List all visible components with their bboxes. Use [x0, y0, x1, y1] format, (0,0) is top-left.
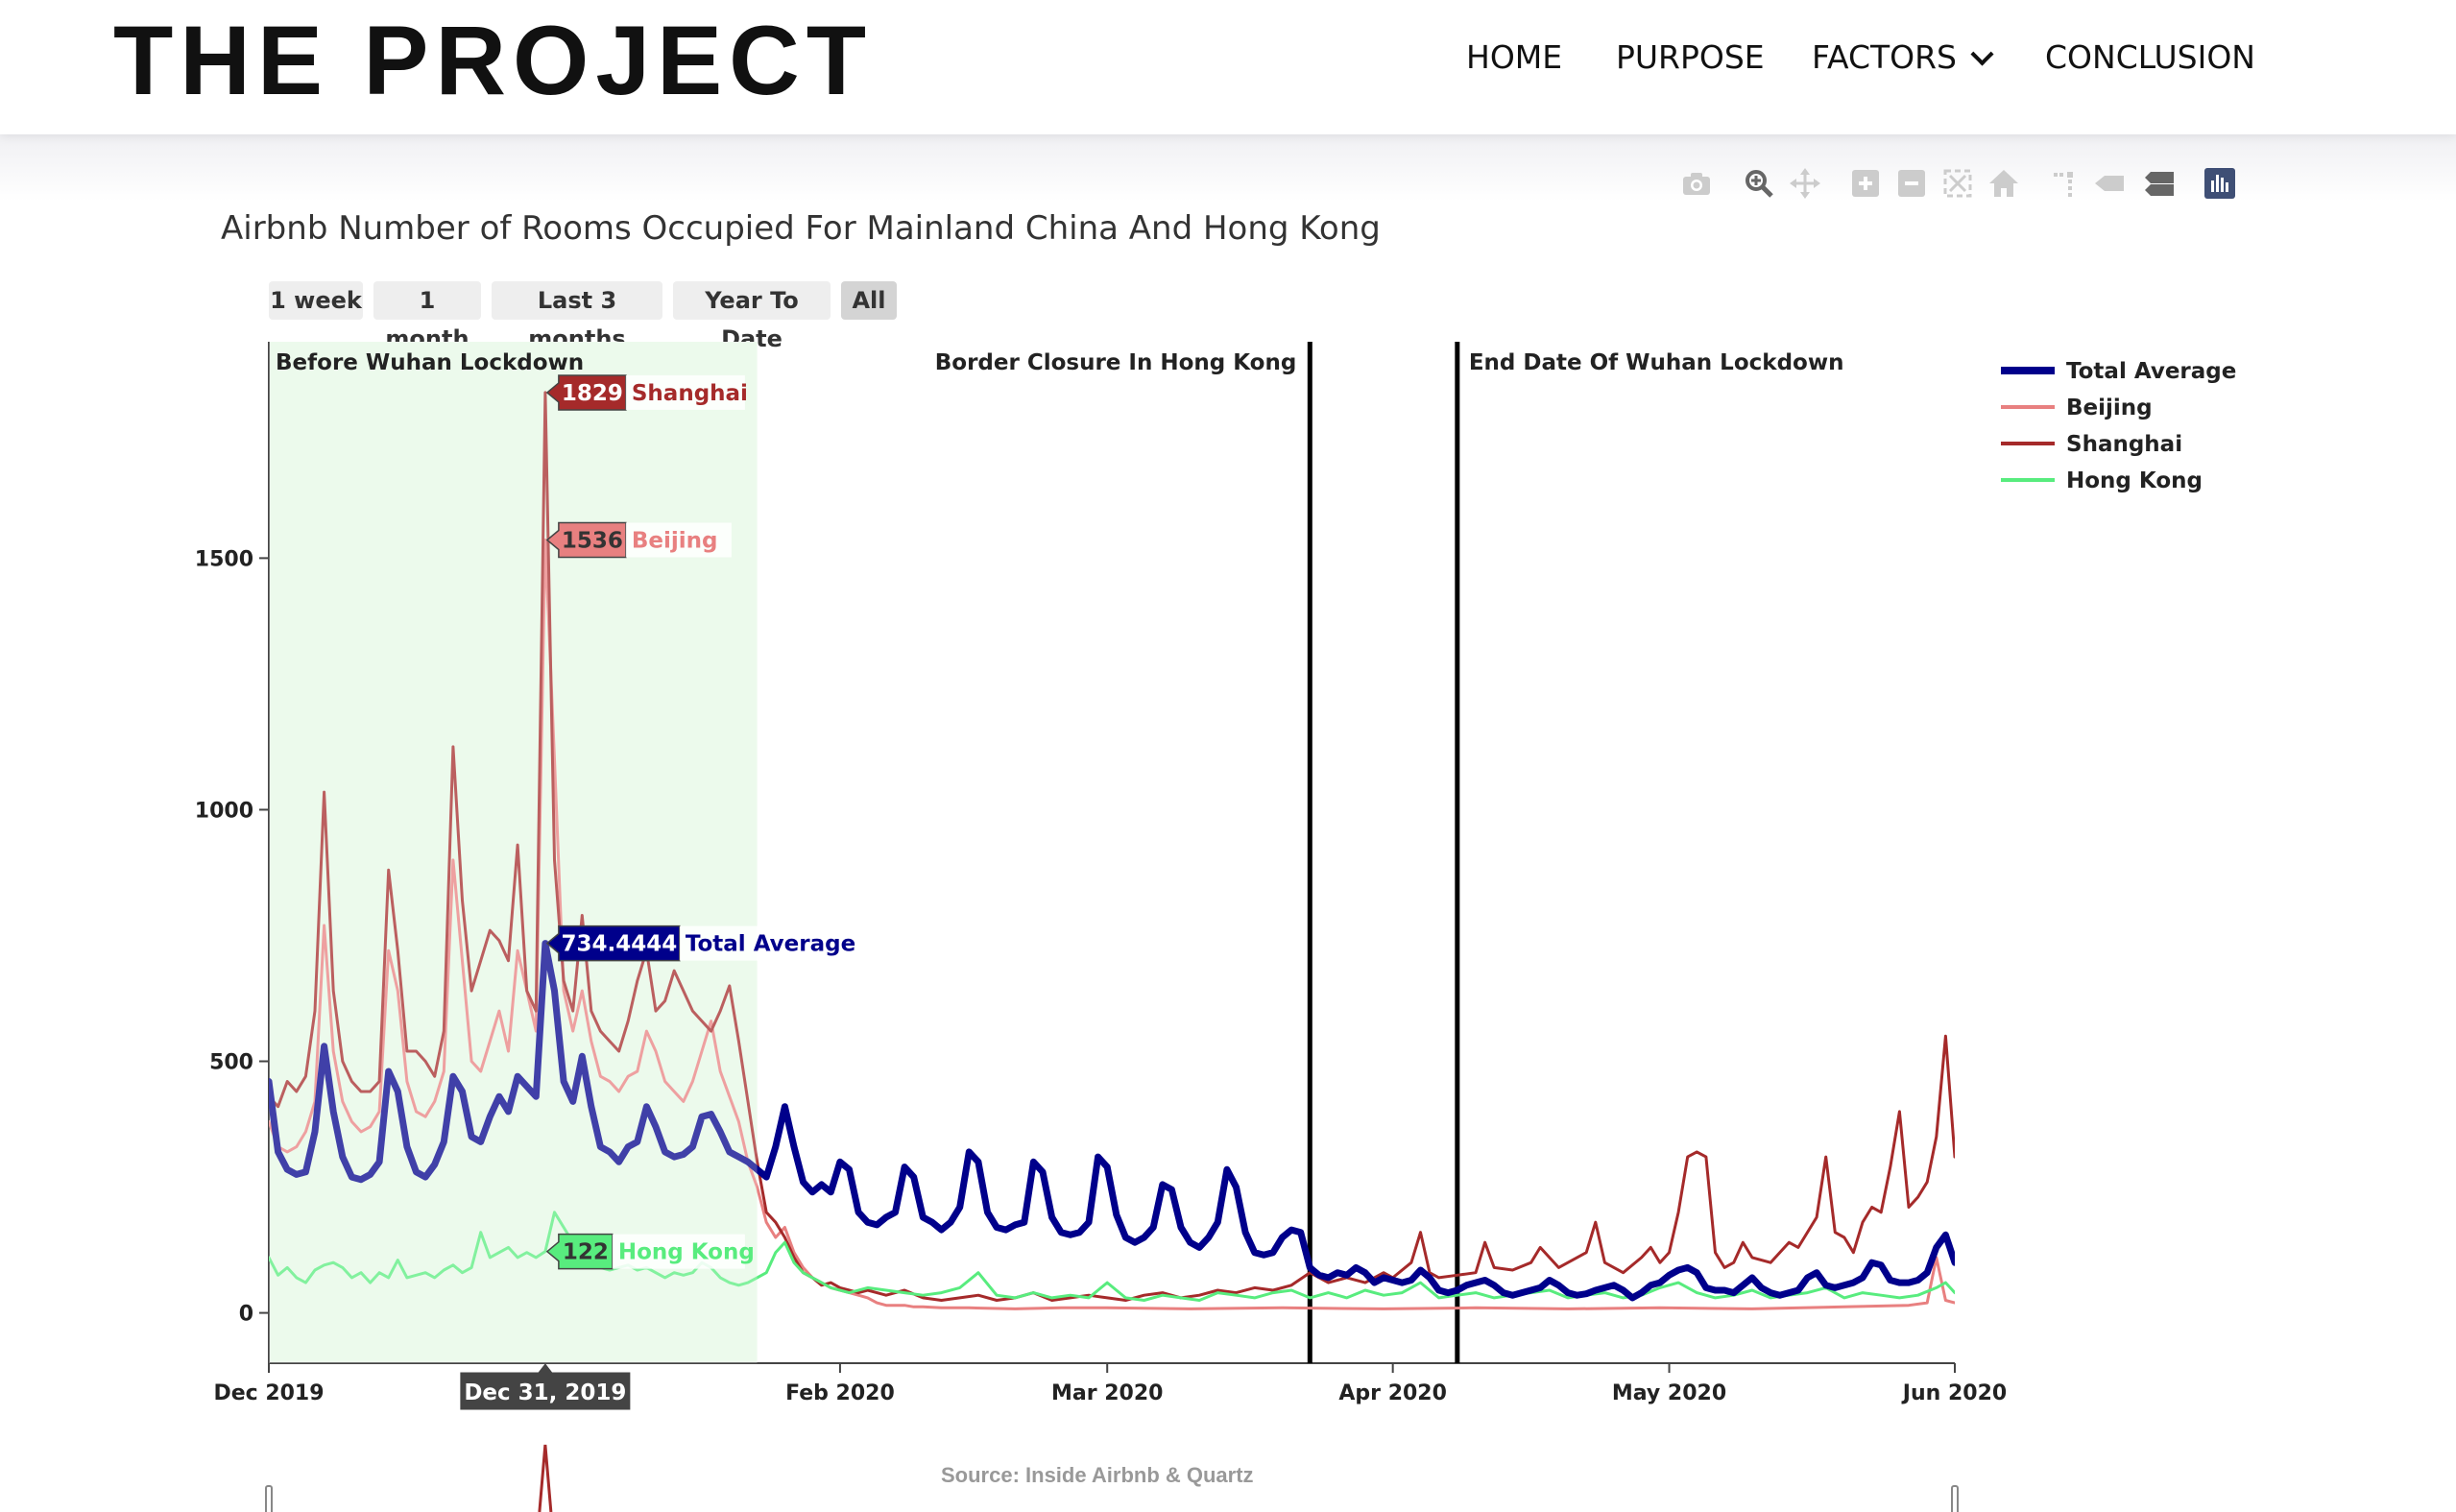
series-line-total-average[interactable]: [269, 940, 1955, 1302]
shaded-region-label: Before Wuhan Lockdown: [276, 350, 584, 375]
nav-conclusion[interactable]: CONCLUSION: [2045, 38, 2255, 76]
x-tick-label: Mar 2020: [1051, 1381, 1163, 1405]
y-tick-label: 0: [239, 1303, 253, 1327]
shaded-region: [269, 342, 758, 1363]
event-line-label: End Date Of Wuhan Lockdown: [1469, 350, 1844, 375]
y-tick-label: 500: [209, 1051, 253, 1075]
y-tick-label: 1500: [195, 547, 253, 571]
legend-label: Total Average: [2066, 359, 2236, 384]
range-all-button[interactable]: All: [841, 281, 897, 320]
series-line-shanghai[interactable]: [269, 391, 1955, 1302]
chart-source: Source: Inside Airbnb & Quartz: [941, 1463, 1254, 1487]
plotly-logo-icon[interactable]: [2203, 167, 2236, 200]
hover-label-value: 122: [563, 1240, 609, 1265]
nav-factors[interactable]: FACTORS: [1812, 36, 1994, 79]
legend-label: Shanghai: [2066, 432, 2182, 457]
x-tick-label: Apr 2020: [1338, 1381, 1447, 1405]
reset-axes-icon[interactable]: [1987, 167, 2020, 200]
zoom-in-icon[interactable]: [1849, 167, 1882, 200]
hover-label-name: Hong Kong: [618, 1240, 755, 1265]
site-header: THE PROJECT HOME PURPOSE FACTORS CONCLUS…: [0, 0, 2456, 134]
range-slider-handle-right[interactable]: [1951, 1485, 1959, 1512]
nav-home[interactable]: HOME: [1466, 38, 1563, 76]
hover-date-label: Dec 31, 2019: [464, 1380, 626, 1405]
range-slider-handle-left[interactable]: [265, 1485, 273, 1512]
modebar: [0, 167, 2456, 202]
nav-purpose[interactable]: PURPOSE: [1616, 38, 1765, 76]
hover-closest-icon[interactable]: [2093, 167, 2126, 200]
chart-title: Airbnb Number of Rooms Occupied For Main…: [221, 209, 1381, 248]
camera-icon[interactable]: [1680, 167, 1713, 200]
series-line-hong-kong[interactable]: [269, 1211, 1955, 1302]
hover-label-name-bg: [679, 925, 866, 961]
x-tick-label: Dec 2019: [213, 1381, 324, 1405]
range-1-week-button[interactable]: 1 week: [269, 281, 363, 320]
spike-lines-icon[interactable]: [2046, 167, 2079, 200]
site-logo[interactable]: THE PROJECT: [113, 6, 874, 115]
hover-date-box: [460, 1363, 631, 1410]
hover-label-name-bg: [625, 374, 745, 410]
x-tick-label: Jun 2020: [1901, 1381, 2007, 1405]
pan-icon[interactable]: [1789, 167, 1821, 200]
hover-label-name-bg: [612, 1234, 745, 1269]
hover-label-name: Beijing: [632, 529, 718, 554]
content-band: [0, 134, 2456, 202]
hover-label-value: 1829: [562, 381, 623, 406]
zoom-icon[interactable]: [1743, 167, 1775, 200]
y-tick-label: 1000: [195, 799, 253, 823]
x-tick-label: May 2020: [1612, 1381, 1726, 1405]
event-line-label: Border Closure In Hong Kong: [935, 350, 1297, 375]
hover-label-value: 734.4444: [561, 932, 677, 957]
hover-label-value: 1536: [562, 529, 623, 554]
chevron-down-icon: [1970, 42, 1994, 66]
hover-label-name-bg: [625, 522, 732, 558]
legend-label: Beijing: [2066, 396, 2153, 420]
range-last-3-months-button[interactable]: Last 3 months: [492, 281, 662, 352]
zoom-out-icon[interactable]: [1895, 167, 1928, 200]
autoscale-icon[interactable]: [1941, 167, 1974, 200]
nav-factors-label: FACTORS: [1812, 38, 1957, 76]
legend-label: Hong Kong: [2066, 468, 2203, 493]
range-slider-spike: [538, 1444, 553, 1512]
hover-compare-icon[interactable]: [2143, 167, 2176, 200]
shaded-region-overlay: [269, 342, 758, 1363]
x-tick-label: Feb 2020: [785, 1381, 895, 1405]
series-line-beijing[interactable]: [269, 539, 1955, 1310]
hover-label-name: Shanghai: [632, 381, 748, 406]
hover-label-name: Total Average: [686, 932, 855, 957]
